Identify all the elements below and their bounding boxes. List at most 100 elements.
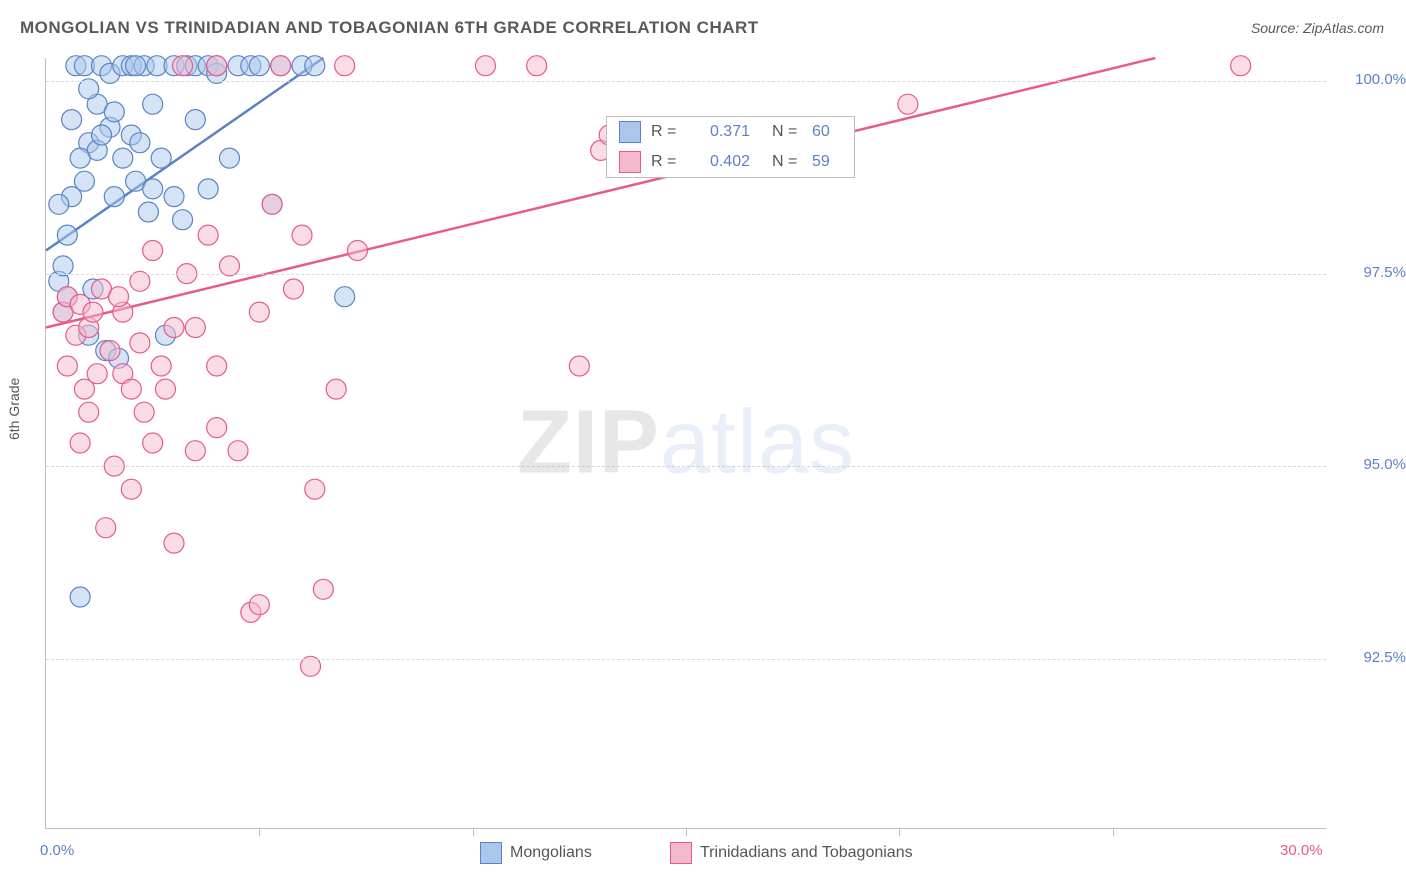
swatch-trinidadians: [619, 151, 641, 173]
data-point-trinidadians: [70, 433, 90, 453]
data-point-mongolians: [151, 148, 171, 168]
data-point-trinidadians: [335, 56, 355, 76]
grid-line: [46, 81, 1326, 82]
data-point-mongolians: [113, 148, 133, 168]
data-point-trinidadians: [79, 402, 99, 422]
grid-line: [46, 659, 1326, 660]
grid-line: [46, 466, 1326, 467]
chart-title: MONGOLIAN VS TRINIDADIAN AND TOBAGONIAN …: [20, 18, 759, 38]
data-point-mongolians: [49, 194, 69, 214]
n-label: N =: [772, 123, 802, 141]
data-point-trinidadians: [74, 379, 94, 399]
swatch-mongolians: [619, 121, 641, 143]
data-point-trinidadians: [198, 225, 218, 245]
data-point-mongolians: [198, 179, 218, 199]
r-label: R =: [651, 123, 685, 141]
data-point-trinidadians: [249, 302, 269, 322]
data-point-trinidadians: [1231, 56, 1251, 76]
data-point-trinidadians: [347, 241, 367, 261]
data-point-mongolians: [143, 179, 163, 199]
data-point-trinidadians: [57, 356, 77, 376]
n-value-trinidadians: 59: [812, 153, 842, 171]
data-point-trinidadians: [569, 356, 589, 376]
data-point-mongolians: [185, 110, 205, 130]
data-point-trinidadians: [121, 479, 141, 499]
data-point-mongolians: [335, 287, 355, 307]
data-point-mongolians: [305, 56, 325, 76]
data-point-trinidadians: [271, 56, 291, 76]
x-tick: [473, 828, 474, 836]
data-point-mongolians: [130, 133, 150, 153]
n-value-mongolians: 60: [812, 123, 842, 141]
stats-legend: R = 0.371 N = 60 R = 0.402 N = 59: [606, 116, 855, 178]
x-tick: [259, 828, 260, 836]
x-tick: [686, 828, 687, 836]
data-point-trinidadians: [143, 433, 163, 453]
swatch-mongolians: [480, 842, 502, 864]
x-tick: [899, 828, 900, 836]
data-point-trinidadians: [100, 341, 120, 361]
data-point-trinidadians: [207, 56, 227, 76]
x-tick-label-right: 30.0%: [1280, 842, 1323, 859]
data-point-trinidadians: [898, 94, 918, 114]
data-point-mongolians: [70, 148, 90, 168]
data-point-trinidadians: [475, 56, 495, 76]
data-point-mongolians: [91, 125, 111, 145]
data-point-trinidadians: [121, 379, 141, 399]
y-tick-label: 92.5%: [1336, 649, 1406, 666]
data-point-mongolians: [70, 587, 90, 607]
grid-line: [46, 274, 1326, 275]
data-point-mongolians: [57, 225, 77, 245]
legend-mongolians: Mongolians: [480, 842, 592, 864]
data-point-trinidadians: [130, 333, 150, 353]
data-point-trinidadians: [96, 518, 116, 538]
data-point-trinidadians: [109, 287, 129, 307]
chart-container: MONGOLIAN VS TRINIDADIAN AND TOBAGONIAN …: [0, 0, 1406, 892]
source-label: Source: ZipAtlas.com: [1251, 20, 1384, 36]
data-point-mongolians: [219, 148, 239, 168]
stats-row-mongolians: R = 0.371 N = 60: [607, 117, 854, 147]
y-tick-label: 95.0%: [1336, 456, 1406, 473]
data-point-trinidadians: [164, 318, 184, 338]
data-point-mongolians: [104, 102, 124, 122]
data-point-trinidadians: [228, 441, 248, 461]
r-value-trinidadians: 0.402: [695, 153, 750, 171]
swatch-trinidadians: [670, 842, 692, 864]
legend-label-trinidadians: Trinidadians and Tobagonians: [700, 844, 913, 862]
y-tick-label: 100.0%: [1336, 71, 1406, 88]
data-point-trinidadians: [143, 241, 163, 261]
data-point-mongolians: [143, 94, 163, 114]
data-point-trinidadians: [134, 402, 154, 422]
x-tick-label-left: 0.0%: [40, 842, 74, 859]
plot-area: ZIPatlas R = 0.371 N = 60 R = 0.402 N = …: [45, 58, 1326, 829]
y-axis-label: 6th Grade: [6, 378, 22, 440]
data-point-trinidadians: [313, 579, 333, 599]
data-point-trinidadians: [249, 595, 269, 615]
data-point-trinidadians: [185, 318, 205, 338]
legend-label-mongolians: Mongolians: [510, 844, 592, 862]
data-point-trinidadians: [173, 56, 193, 76]
data-point-mongolians: [62, 110, 82, 130]
data-point-trinidadians: [83, 302, 103, 322]
data-point-mongolians: [173, 210, 193, 230]
data-point-trinidadians: [155, 379, 175, 399]
data-point-trinidadians: [527, 56, 547, 76]
r-label: R =: [651, 153, 685, 171]
data-point-trinidadians: [185, 441, 205, 461]
r-value-mongolians: 0.371: [695, 123, 750, 141]
y-tick-label: 97.5%: [1336, 264, 1406, 281]
legend-trinidadians: Trinidadians and Tobagonians: [670, 842, 913, 864]
data-point-trinidadians: [151, 356, 171, 376]
stats-row-trinidadians: R = 0.402 N = 59: [607, 147, 854, 177]
data-point-mongolians: [164, 187, 184, 207]
data-point-trinidadians: [164, 533, 184, 553]
data-point-trinidadians: [326, 379, 346, 399]
data-point-trinidadians: [207, 356, 227, 376]
data-point-trinidadians: [283, 279, 303, 299]
data-point-trinidadians: [292, 225, 312, 245]
data-point-mongolians: [126, 56, 146, 76]
data-point-trinidadians: [207, 418, 227, 438]
data-point-trinidadians: [262, 194, 282, 214]
data-point-mongolians: [249, 56, 269, 76]
data-point-trinidadians: [305, 479, 325, 499]
